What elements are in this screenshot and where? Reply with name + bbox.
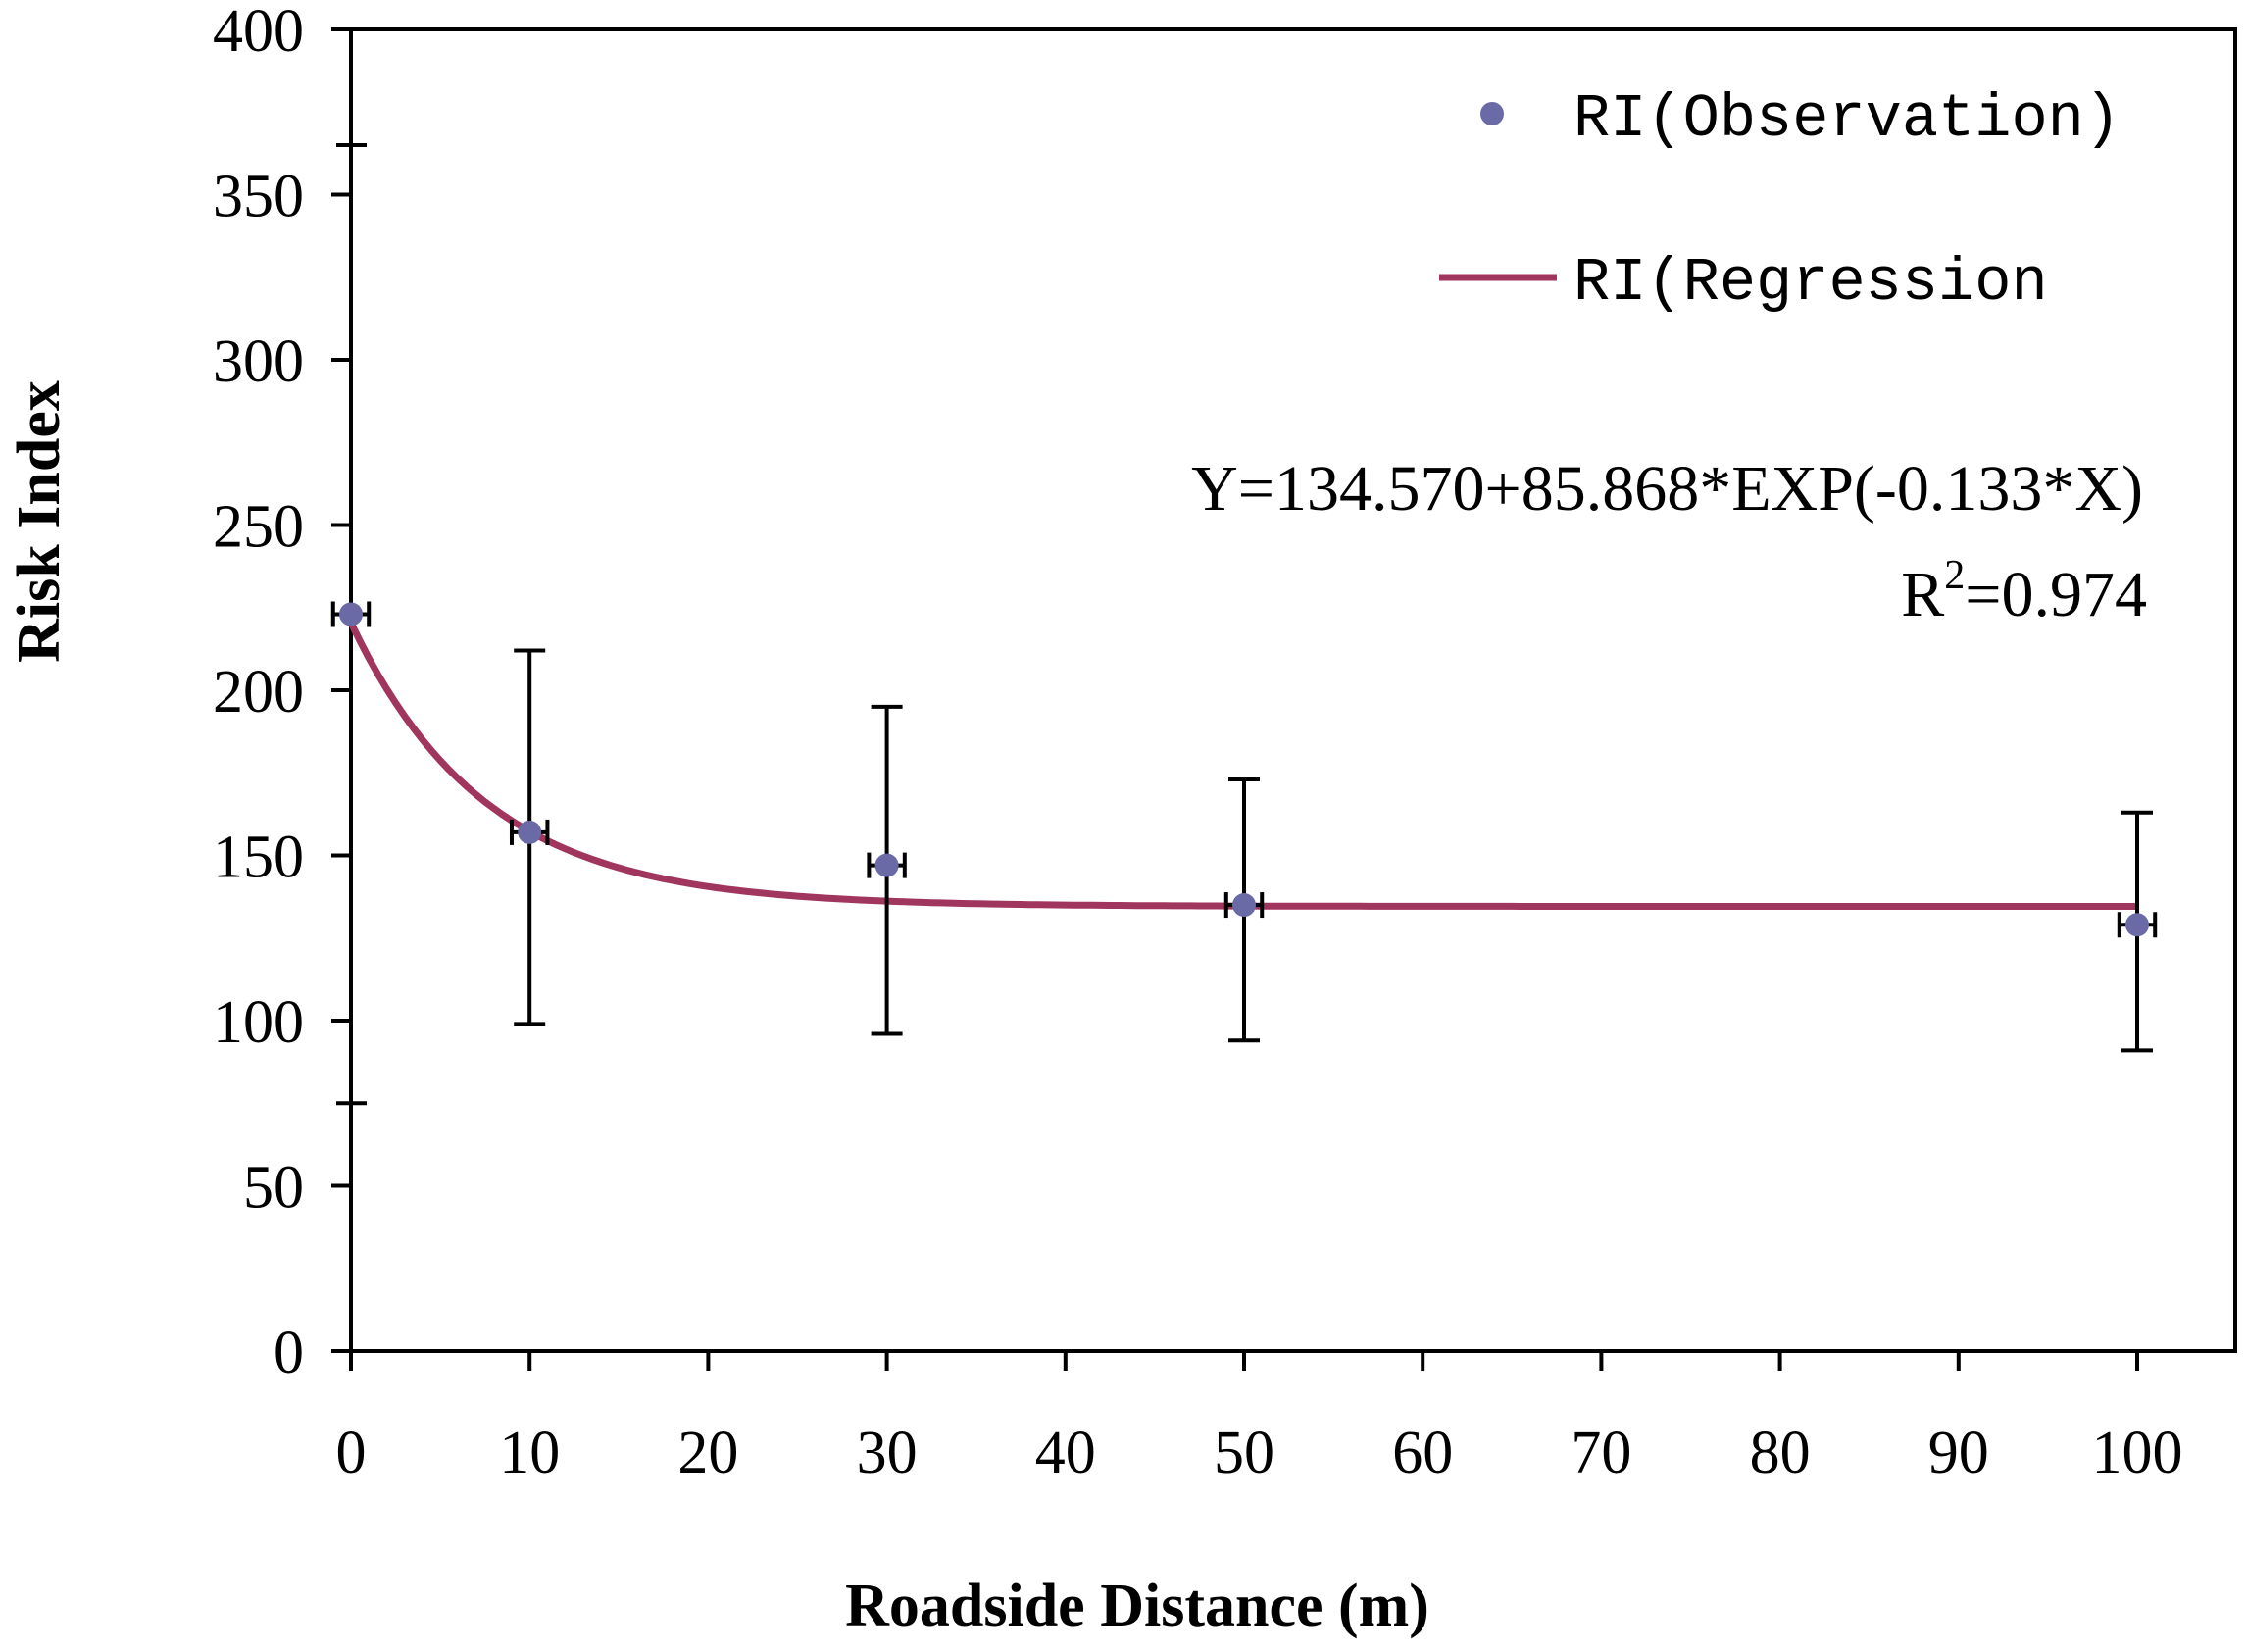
x-tick-label: 80: [1750, 1420, 1811, 1486]
x-tick-label: 0: [336, 1420, 367, 1486]
legend-regression-label: RI(Regression: [1573, 248, 2048, 318]
y-tick-label: 300: [213, 328, 304, 395]
x-tick-label: 60: [1392, 1420, 1453, 1486]
observation-point-group: [1223, 776, 1265, 1043]
r-squared-prefix: R: [1901, 559, 1944, 630]
x-tick-label: 20: [677, 1420, 738, 1486]
legend-observation-marker: [1480, 102, 1504, 125]
y-tick-label: 200: [213, 659, 304, 726]
r-squared-annotation: R2=0.974: [1901, 553, 2147, 630]
x-axis-title: Roadside Distance (m): [845, 1573, 1429, 1639]
observation-point-group: [867, 704, 907, 1036]
y-axis-ticks: 0 50 100 150 200 250 300 350 400: [213, 0, 367, 1386]
observation-point: [1232, 893, 1256, 918]
x-tick-label: 30: [857, 1420, 918, 1486]
x-tick-label: 90: [1928, 1420, 1989, 1486]
x-tick-label: 40: [1035, 1420, 1096, 1486]
observation-point-group: [330, 601, 372, 627]
x-tick-label: 100: [2092, 1420, 2183, 1486]
x-tick-label: 50: [1214, 1420, 1274, 1486]
x-tick-label: 10: [499, 1420, 560, 1486]
legend: RI(Observation) RI(Regression: [1439, 84, 2121, 318]
x-axis-ticks: 0 10 20 30 40 50 60 70 80 90 100: [336, 1351, 2183, 1486]
regression-equation: Y=134.570+85.868*EXP(-0.133*X): [1191, 453, 2143, 525]
x-tick-label: 70: [1571, 1420, 1631, 1486]
y-tick-label: 350: [213, 164, 304, 230]
observation-point-group: [2117, 810, 2158, 1053]
observation-point-group: [509, 648, 550, 1026]
y-tick-label: 0: [274, 1320, 304, 1386]
y-tick-label: 250: [213, 494, 304, 561]
y-tick-label: 400: [213, 0, 304, 65]
observation-series: [330, 601, 2158, 1053]
observation-point: [874, 853, 899, 877]
r-squared-value: =0.974: [1965, 559, 2147, 630]
y-tick-label: 150: [213, 825, 304, 891]
observation-point: [339, 602, 363, 626]
legend-observation-label: RI(Observation): [1573, 84, 2121, 154]
y-tick-label: 50: [243, 1155, 304, 1222]
r-squared-exponent: 2: [1944, 553, 1965, 598]
y-axis-title: Risk Index: [6, 380, 73, 663]
observation-point: [2125, 913, 2149, 937]
y-tick-label: 100: [213, 989, 304, 1056]
observation-point: [518, 820, 542, 844]
